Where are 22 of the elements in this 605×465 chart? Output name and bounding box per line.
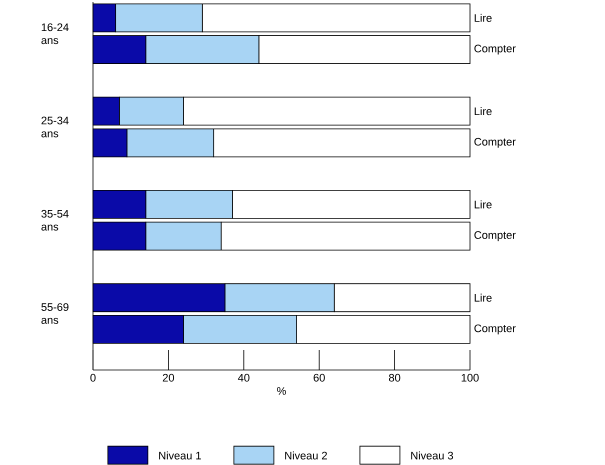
x-tick-label: 40: [238, 374, 250, 382]
legend-label: Niveau 2: [285, 451, 327, 460]
text: 55-69 ans: [41, 303, 68, 324]
y-tick-label: Lire: [474, 200, 492, 208]
x-axis-title: %: [277, 387, 286, 395]
x-tick-label: 80: [388, 374, 400, 382]
y-tick-label: Lire: [474, 107, 492, 116]
y-tick-label: Lire: [474, 14, 492, 22]
y-tick-label: Compter: [474, 324, 516, 334]
y-tick-label: Lire: [474, 294, 492, 302]
text: 25-34 ans: [41, 116, 69, 138]
text: 16-24 ans: [41, 23, 69, 44]
text: 35-54 ans: [41, 210, 69, 231]
legend-label: Niveau 1: [159, 451, 201, 460]
y-tick-label: Compter: [474, 138, 516, 148]
legend-label: Niveau 3: [411, 451, 454, 460]
x-tick-label: 20: [162, 374, 174, 382]
x-tick-label: 60: [314, 374, 325, 382]
x-tick-label: 0: [90, 374, 96, 382]
x-tick-label: 100: [462, 374, 479, 382]
y-tick-label: Compter: [474, 231, 516, 242]
y-tick-label: Compter: [474, 44, 516, 55]
